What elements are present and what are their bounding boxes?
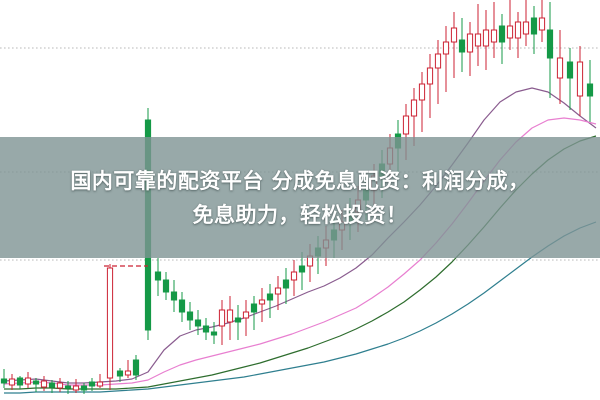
promo-overlay-band: 国内可靠的配资平台 分成免息配资：利润分成， 免息助力，轻松投资！ xyxy=(0,137,600,258)
promo-line-1: 国内可靠的配资平台 分成免息配资：利润分成， xyxy=(70,168,530,193)
promo-line-2: 免息助力，轻松投资！ xyxy=(192,202,408,227)
promo-overlay-text: 国内可靠的配资平台 分成免息配资：利润分成， 免息助力，轻松投资！ xyxy=(8,164,592,232)
